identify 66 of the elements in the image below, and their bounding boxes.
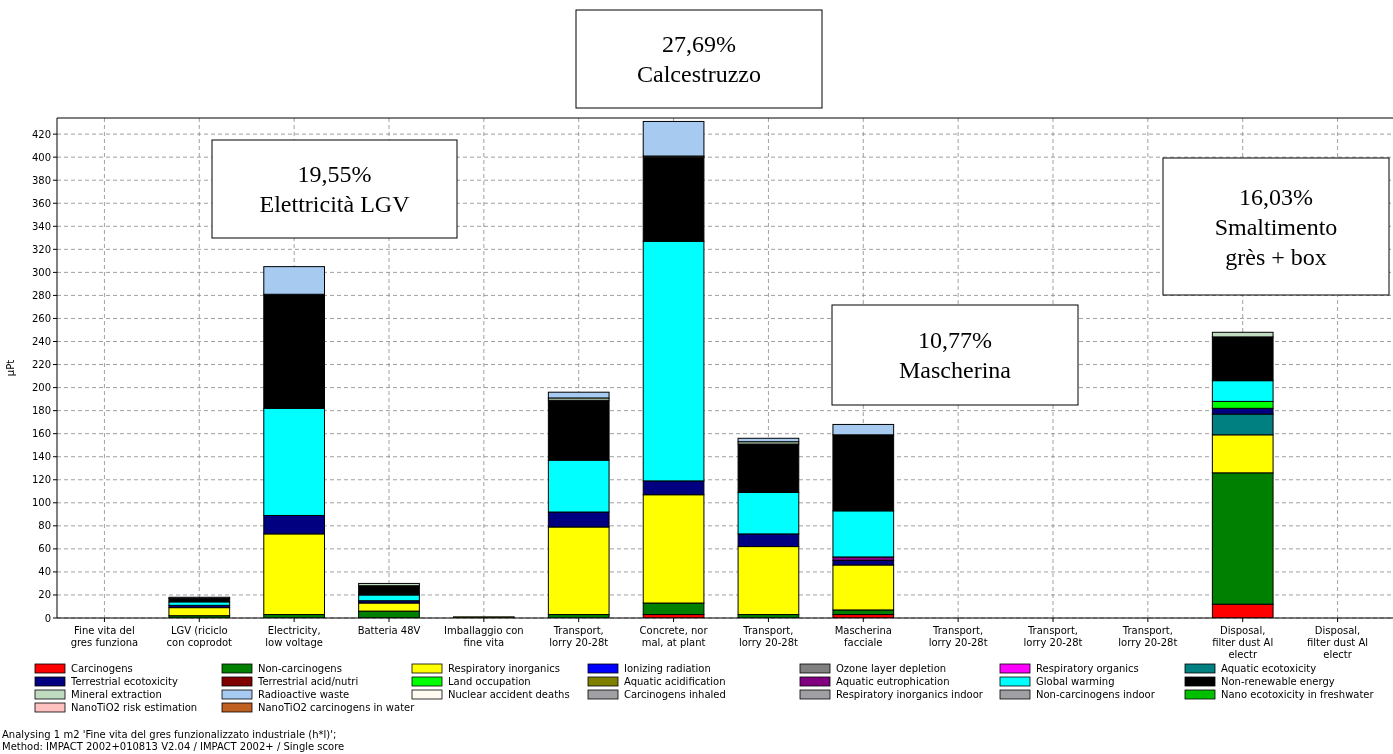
y-tick-label: 120 bbox=[31, 474, 51, 486]
text: Analysing 1 m2 'Fine vita del gres funzionalizzato industriale (h*l)'; bbox=[2, 729, 337, 740]
legend-label: Carcinogens inhaled bbox=[624, 689, 726, 700]
y-tick-label: 240 bbox=[31, 336, 51, 347]
legend-label: Respiratory organics bbox=[1036, 663, 1139, 674]
x-tick-label: Fine vita del gres funziona bbox=[70, 625, 139, 648]
x-tick-label: Imballaggio con fine vita bbox=[444, 625, 524, 648]
legend-label: Aquatic ecotoxicity bbox=[1221, 663, 1317, 674]
y-tick-label: 40 bbox=[38, 566, 51, 578]
legend-label: Non-carcinogens bbox=[258, 663, 342, 674]
x-tick-label: Transport, lorry 20-28t bbox=[738, 625, 799, 648]
y-tick-label: 80 bbox=[38, 520, 51, 532]
y-tick-label: 360 bbox=[31, 197, 51, 209]
y-tick-label: 280 bbox=[31, 289, 51, 301]
legend-label: Radioactive waste bbox=[258, 689, 350, 700]
annotation: 10,77% Mascherina bbox=[899, 327, 1012, 384]
legend-label: Land occupation bbox=[448, 676, 531, 687]
legend-label: Terrestrial ecotoxicity bbox=[70, 676, 179, 687]
legend-label: NanoTiO2 risk estimation bbox=[71, 702, 198, 713]
y-tick-label: 140 bbox=[31, 451, 51, 463]
legend-label: Non-carcinogens indoor bbox=[1036, 689, 1156, 700]
legend-label: Nano ecotoxicity in freshwater bbox=[1221, 689, 1375, 700]
legend-label: Aquatic eutrophication bbox=[836, 676, 950, 687]
x-tick-label: Transport, lorry 20-28t bbox=[928, 625, 988, 648]
x-tick-label: Transport, lorry 20-28t bbox=[549, 625, 609, 648]
x-tick-label: Disposal, filter dust Al electr bbox=[1307, 625, 1369, 660]
x-tick-label: Concrete, nor mal, at plant bbox=[639, 625, 709, 648]
legend-label: Carcinogens bbox=[71, 663, 133, 674]
x-tick-label: Transport, lorry 20-28t bbox=[1023, 625, 1083, 648]
y-tick-label: 340 bbox=[31, 220, 51, 232]
y-tick-label: 180 bbox=[31, 405, 51, 417]
x-tick-label: Batteria 48V bbox=[357, 625, 421, 636]
legend-label: Non-renewable energy bbox=[1221, 676, 1335, 687]
x-tick-label: Electricity, low voltage bbox=[265, 625, 323, 648]
y-tick-label: 260 bbox=[31, 312, 51, 324]
legend-label: Aquatic acidification bbox=[624, 676, 726, 687]
y-tick-label: 60 bbox=[38, 543, 51, 555]
legend-label: Terrestrial acid/nutri bbox=[257, 676, 359, 687]
y-tick-label: 200 bbox=[31, 382, 51, 394]
x-tick-label: Mascherina facciale bbox=[834, 625, 892, 648]
text: 27,69% Calcestruzzo bbox=[637, 31, 761, 88]
y-tick-label: 220 bbox=[31, 359, 51, 371]
legend-label: Respiratory inorganics indoor bbox=[836, 689, 984, 700]
x-tick-label: Transport, lorry 20-28t bbox=[1118, 625, 1178, 648]
y-tick-label: 100 bbox=[31, 497, 51, 509]
legend-label: NanoTiO2 carcinogens in water bbox=[258, 702, 416, 713]
y-tick-label: 160 bbox=[31, 428, 51, 440]
y-tick-label: 420 bbox=[31, 128, 51, 140]
legend-label: Respiratory inorganics bbox=[448, 663, 560, 674]
text: Method: IMPACT 2002+010813 V2.04 / IMPACT 2002+ / Single score bbox=[2, 741, 345, 752]
y-tick-label: 20 bbox=[38, 589, 51, 601]
legend-label: Mineral extraction bbox=[71, 689, 162, 700]
legend-label: Nuclear accident deaths bbox=[448, 689, 570, 700]
legend-label: Global warming bbox=[1036, 676, 1115, 687]
x-tick-label: Disposal, filter dust Al electr bbox=[1212, 625, 1274, 660]
y-tick-label: 400 bbox=[31, 151, 51, 163]
y-tick-label: 320 bbox=[31, 243, 51, 255]
y-axis-title: µPt bbox=[5, 359, 16, 377]
annotation: 16,03% Smaltimento grès + box bbox=[1214, 183, 1338, 270]
legend-label: Ozone layer depletion bbox=[836, 663, 947, 674]
y-tick-label: 380 bbox=[31, 174, 51, 186]
legend-label: Ionizing radiation bbox=[624, 663, 711, 674]
y-tick-label: 300 bbox=[31, 266, 51, 278]
annotation: 19,55% Elettricità LGV bbox=[259, 161, 411, 218]
x-tick-label: LGV (riciclo con coprodot bbox=[166, 625, 233, 648]
y-tick-label: 0 bbox=[44, 612, 51, 624]
